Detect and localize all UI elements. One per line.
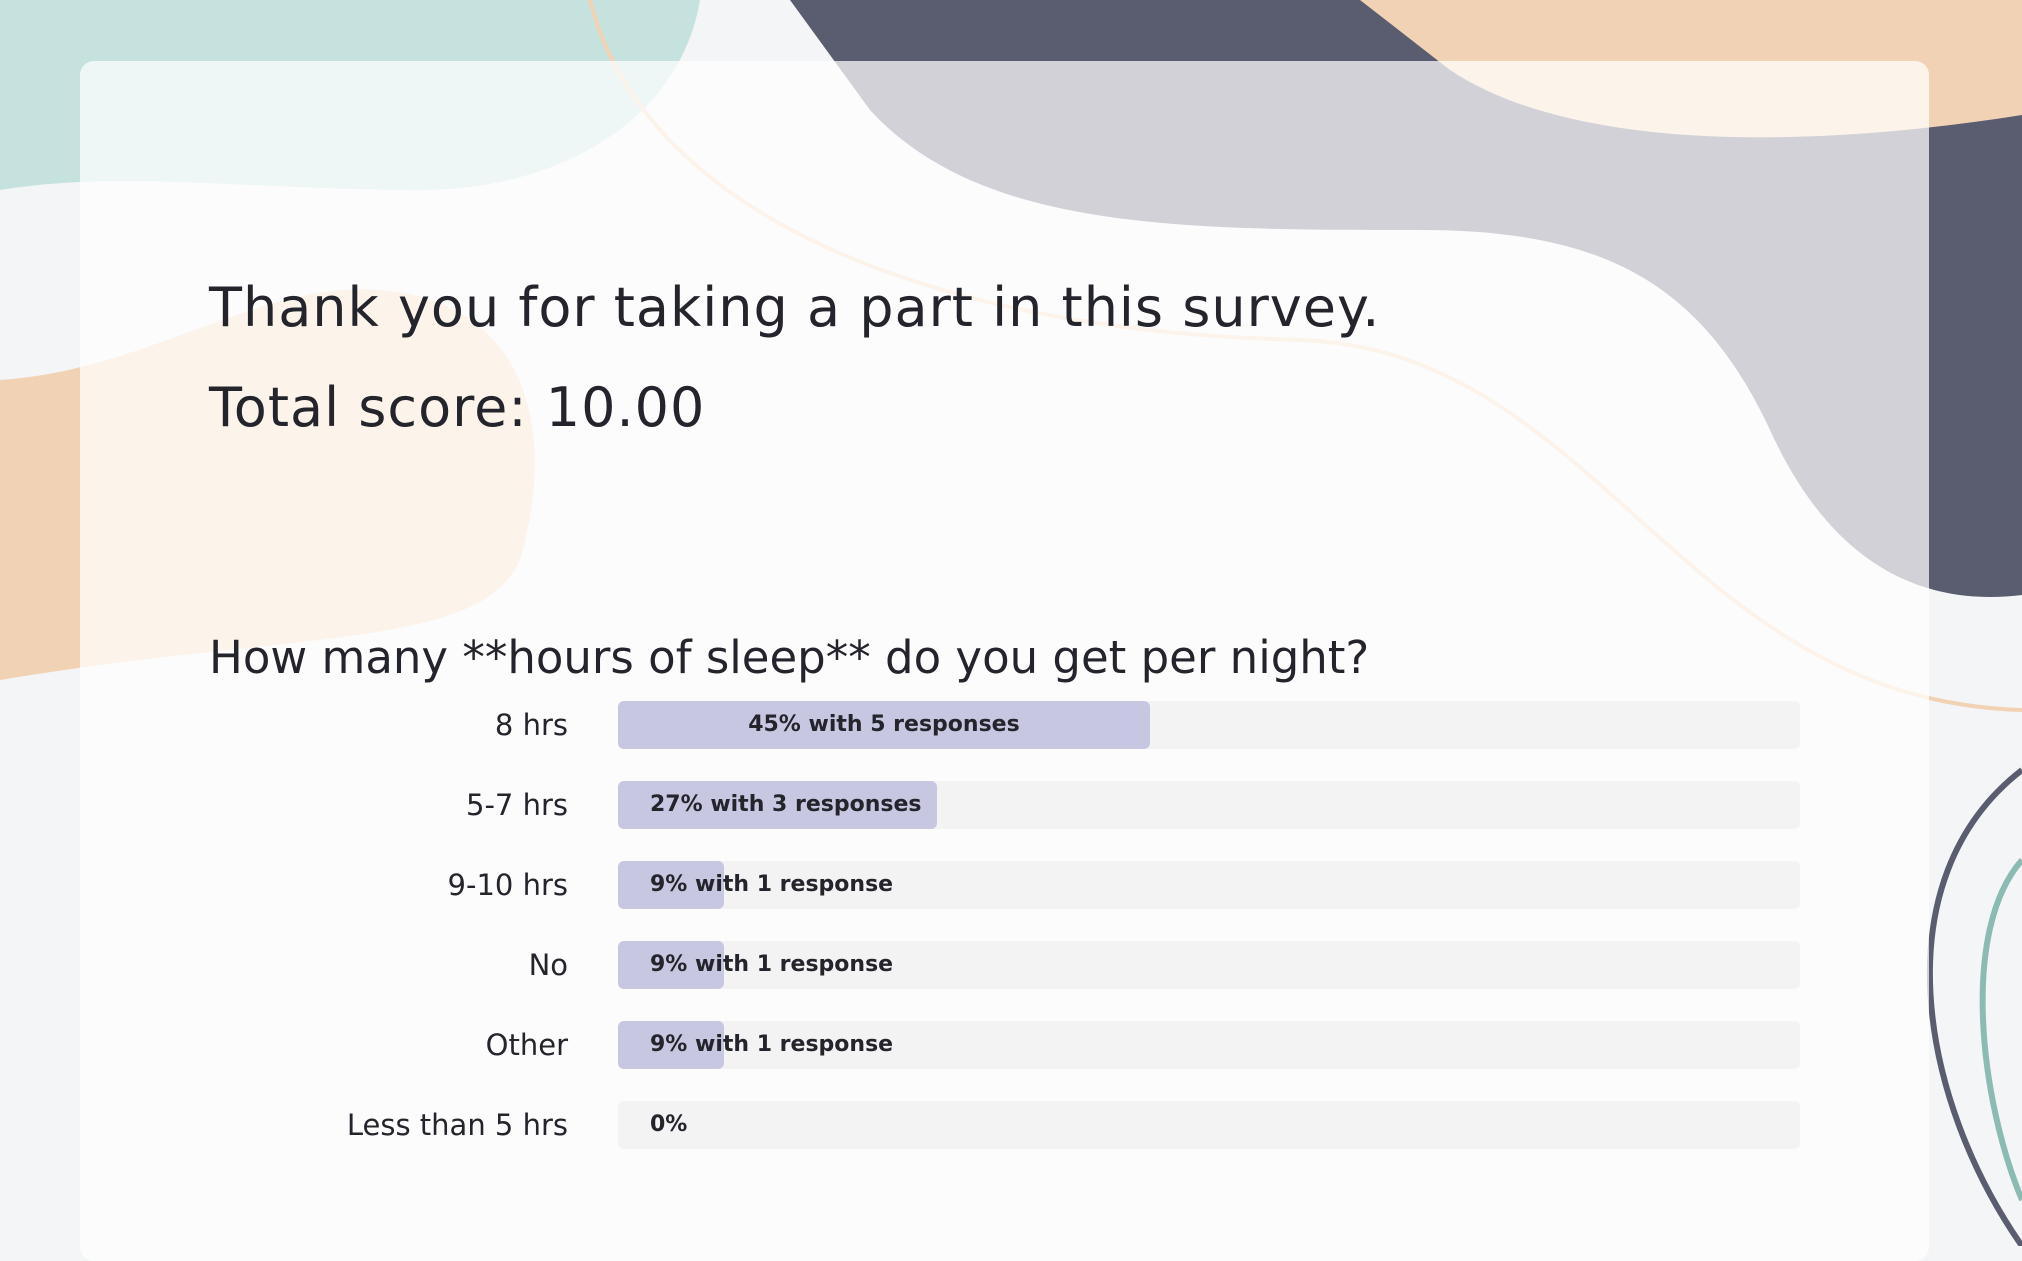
- bar-track: 27% with 3 responses: [618, 781, 1800, 829]
- option-label: Other: [485, 1028, 568, 1062]
- option-label: 8 hrs: [494, 708, 568, 742]
- result-row: 9-10 hrs 9% with 1 response: [80, 861, 1929, 941]
- bar-track: 45% with 5 responses: [618, 701, 1800, 749]
- value-label: 27% with 3 responses: [650, 792, 922, 817]
- value-label: 0%: [650, 1112, 688, 1137]
- option-label: 9-10 hrs: [447, 868, 568, 902]
- bar: [618, 781, 938, 829]
- bar: [618, 941, 725, 989]
- value-label: 9% with 1 response: [650, 952, 894, 977]
- score: Total score: 10.00: [209, 376, 706, 439]
- option-label: 5-7 hrs: [466, 788, 568, 822]
- bar: [618, 1021, 725, 1069]
- bar-track: 9% with 1 response: [618, 941, 1800, 989]
- value-label: 9% with 1 response: [650, 872, 894, 897]
- value-label: 45% with 5 responses: [748, 712, 1020, 737]
- value-label: 9% with 1 response: [650, 1032, 894, 1057]
- title: Thank you for taking a part in this surv…: [209, 276, 1381, 339]
- result-row: 8 hrs 45% with 5 responses: [80, 701, 1929, 781]
- result-row: Other 9% with 1 response: [80, 1021, 1929, 1101]
- bar-track: 0%: [618, 1101, 1800, 1149]
- result-row: No 9% with 1 response: [80, 941, 1929, 1021]
- option-label: No: [528, 948, 568, 982]
- results-card: Thank you for taking a part in this surv…: [80, 61, 1929, 1261]
- result-row: 5-7 hrs 27% with 3 responses: [80, 781, 1929, 861]
- curve: [1927, 767, 2022, 1246]
- bar-track: 9% with 1 response: [618, 861, 1800, 909]
- bar: [618, 701, 1150, 749]
- result-rows: 8 hrs 45% with 5 responses 5-7 hrs 27% with…: [80, 701, 1929, 1181]
- bar: [618, 861, 725, 909]
- question: How many **hours of sleep** do you get p…: [209, 631, 1370, 684]
- bar-track: 9% with 1 response: [618, 1021, 1800, 1069]
- option-label: Less than 5 hrs: [346, 1108, 568, 1142]
- curve: [1979, 858, 2022, 1202]
- result-row: Less than 5 hrs 0%: [80, 1101, 1929, 1181]
